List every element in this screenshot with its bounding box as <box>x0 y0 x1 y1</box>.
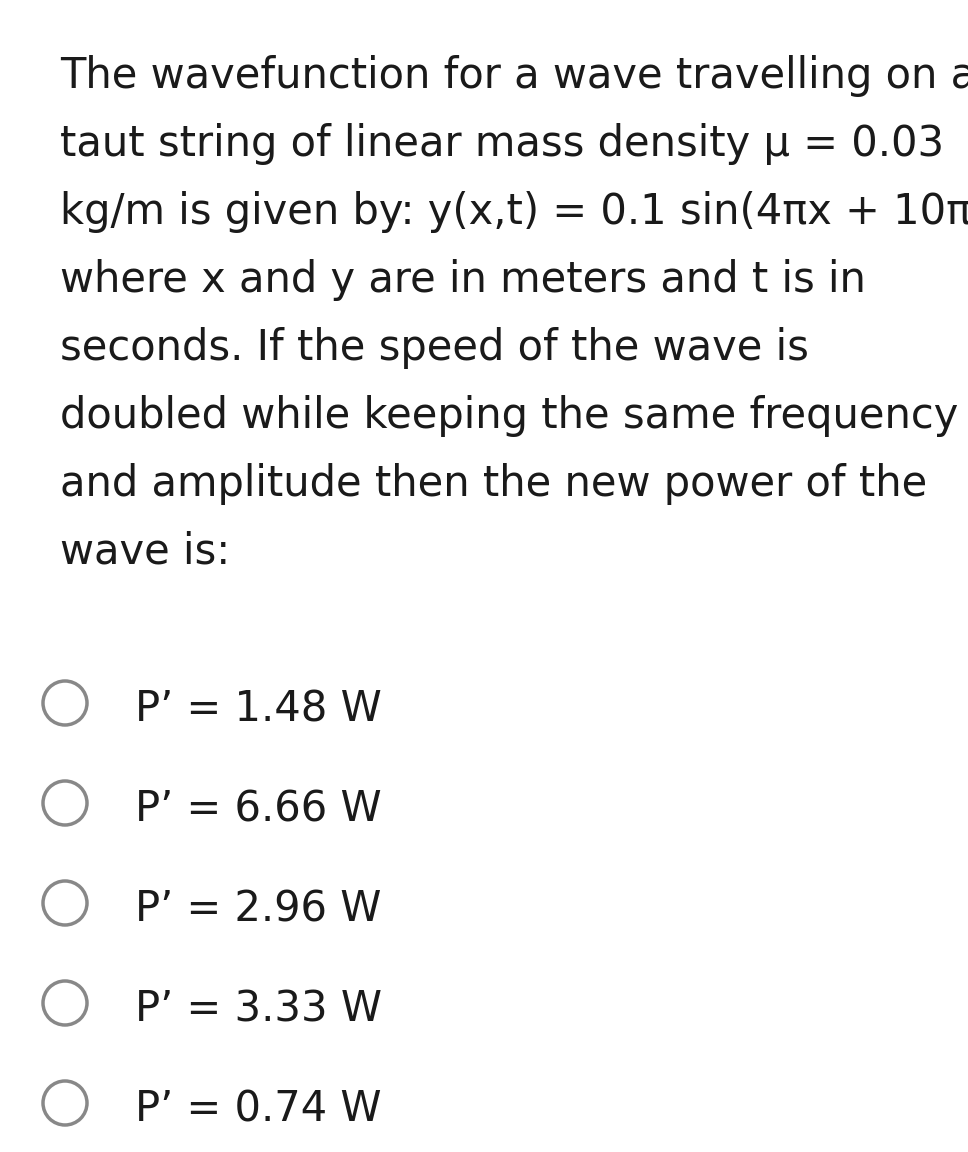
Text: where x and y are in meters and t is in: where x and y are in meters and t is in <box>60 259 865 301</box>
Text: P’ = 0.74 W: P’ = 0.74 W <box>135 1089 381 1131</box>
Text: The wavefunction for a wave travelling on a: The wavefunction for a wave travelling o… <box>60 55 968 97</box>
Text: seconds. If the speed of the wave is: seconds. If the speed of the wave is <box>60 327 809 369</box>
Text: kg/m is given by: y(x,t) = 0.1 sin(4πx + 10πt),: kg/m is given by: y(x,t) = 0.1 sin(4πx +… <box>60 191 968 233</box>
Text: P’ = 6.66 W: P’ = 6.66 W <box>135 789 381 831</box>
Text: P’ = 3.33 W: P’ = 3.33 W <box>135 990 382 1031</box>
Text: P’ = 1.48 W: P’ = 1.48 W <box>135 689 381 732</box>
Text: taut string of linear mass density μ = 0.03: taut string of linear mass density μ = 0… <box>60 123 944 165</box>
Text: and amplitude then the new power of the: and amplitude then the new power of the <box>60 463 927 505</box>
Text: doubled while keeping the same frequency: doubled while keeping the same frequency <box>60 395 958 437</box>
Text: wave is:: wave is: <box>60 531 230 573</box>
Text: P’ = 2.96 W: P’ = 2.96 W <box>135 889 381 931</box>
